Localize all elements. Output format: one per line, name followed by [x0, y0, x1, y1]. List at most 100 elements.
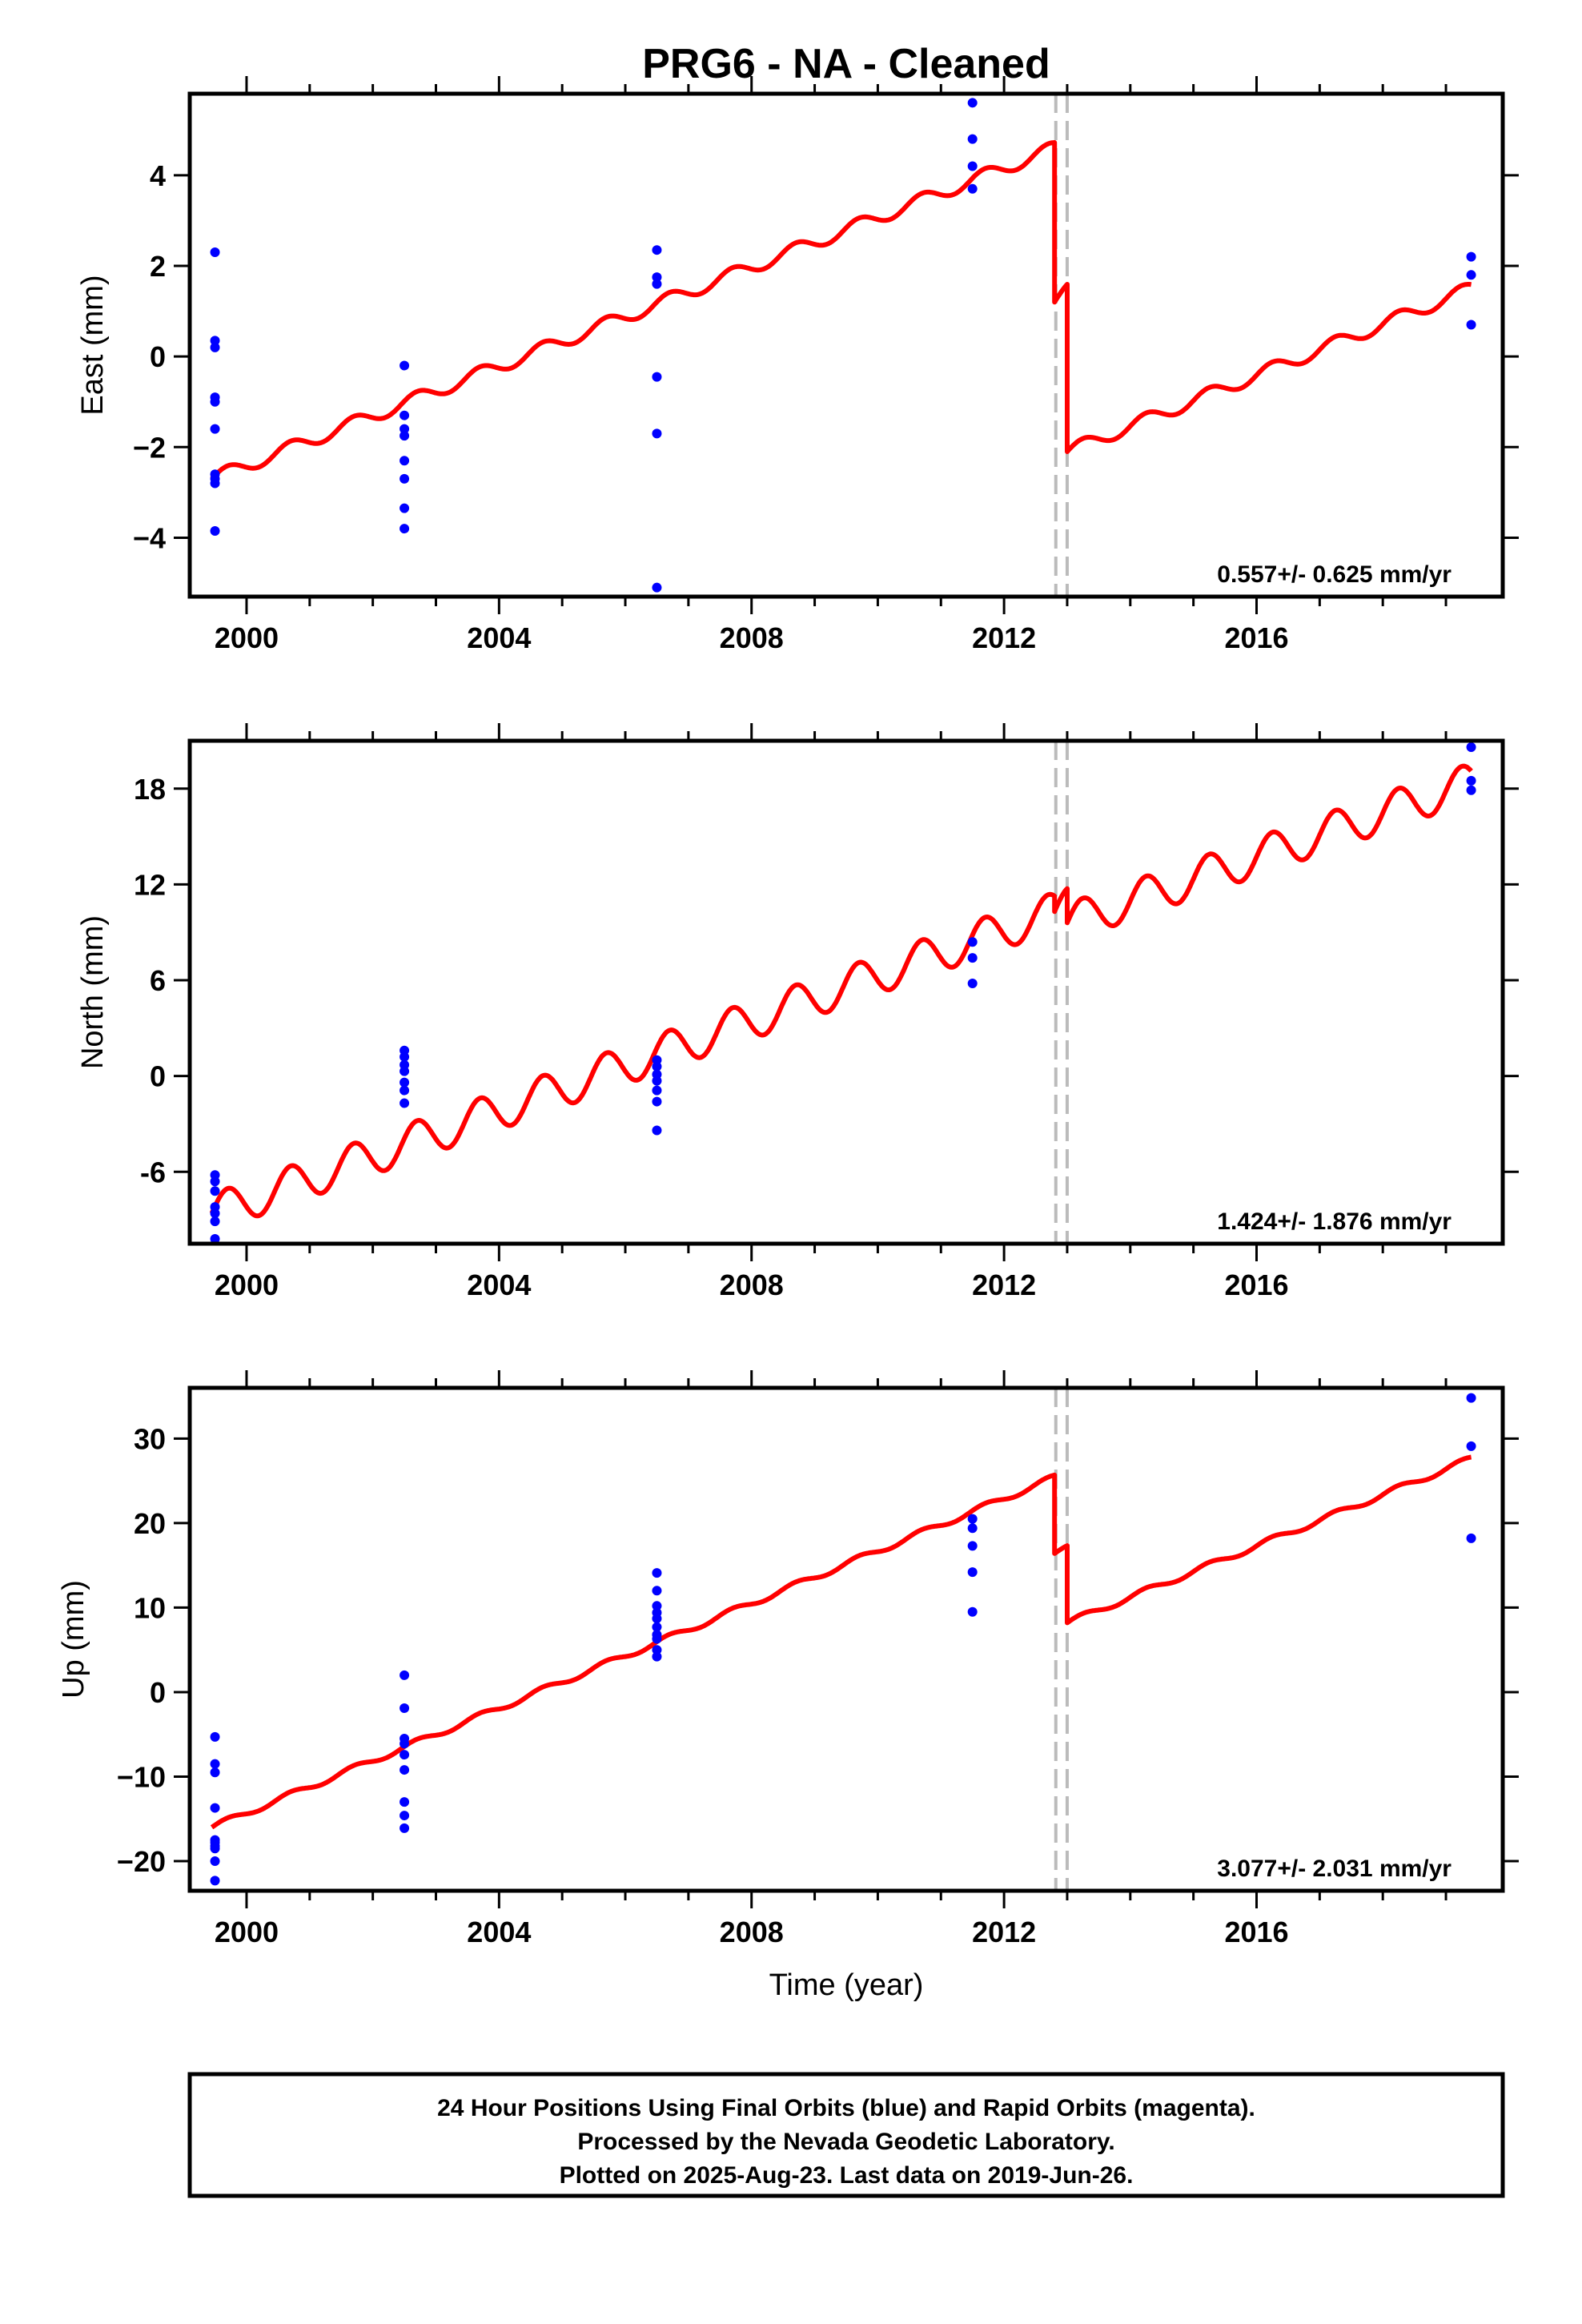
y-tick-label: 0: [150, 1676, 166, 1709]
observation-point: [652, 582, 662, 593]
y-tick-label: 12: [134, 868, 166, 901]
x-tick-label: 2008: [720, 1269, 784, 1301]
x-tick-label: 2000: [215, 621, 279, 654]
footer-line-1: 24 Hour Positions Using Final Orbits (bl…: [437, 2095, 1255, 2121]
observation-point: [210, 1216, 220, 1227]
observation-point: [210, 1731, 220, 1742]
observation-point: [967, 953, 978, 963]
x-tick-label: 2000: [215, 1269, 279, 1301]
observation-point: [652, 428, 662, 439]
observation-point: [210, 525, 220, 536]
panel-up: 2000 2004 2008 2012 2016 −20 −10 0 10 20 30 Up (mm)…: [57, 1370, 1519, 2002]
observation-point: [967, 1514, 978, 1524]
observation-point: [652, 1634, 662, 1644]
observation-point: [400, 473, 410, 484]
y-tick-label: 0: [150, 1060, 166, 1093]
observation-point: [400, 424, 410, 434]
observation-point: [967, 161, 978, 171]
y-tick-label: 4: [150, 159, 166, 192]
plot-frame: [187, 91, 1505, 599]
observation-point: [967, 937, 978, 947]
observation-point: [210, 336, 220, 346]
observation-point: [652, 1645, 662, 1655]
observation-point: [400, 410, 410, 420]
footer-frame: [187, 2072, 1505, 2198]
y-tick-label: -6: [140, 1156, 166, 1188]
y-tick-label: −2: [133, 431, 166, 464]
model-line: [209, 763, 1473, 1219]
observation-point: [210, 396, 220, 407]
y-tick-label: 18: [134, 773, 166, 806]
observation-point: [400, 1703, 410, 1714]
observation-point: [210, 342, 220, 352]
y-tick-label: 20: [134, 1507, 166, 1540]
observation-point: [400, 1750, 410, 1760]
observation-point: [652, 1586, 662, 1596]
observation-point: [210, 247, 220, 258]
observation-point: [400, 431, 410, 441]
observation-point: [1466, 1393, 1476, 1403]
observation-point: [652, 1568, 662, 1578]
observation-point: [400, 1797, 410, 1807]
observation-point: [967, 98, 978, 108]
observation-point: [1466, 251, 1476, 262]
plot-area: [210, 94, 1473, 597]
observation-point: [967, 1523, 978, 1534]
x-tick-label: 2004: [467, 1916, 531, 1948]
observation-point: [400, 1051, 410, 1062]
observation-point: [1466, 320, 1476, 330]
y-tick-label: −4: [133, 521, 166, 554]
observation-point: [652, 1076, 662, 1086]
observation-point: [967, 979, 978, 989]
observation-point: [400, 1085, 410, 1096]
x-tick-label: 2016: [1224, 1269, 1288, 1301]
observation-point: [1466, 785, 1476, 795]
observation-point: [400, 456, 410, 466]
observation-point: [652, 1651, 662, 1662]
observation-point: [400, 1077, 410, 1088]
observation-point: [967, 134, 978, 144]
observation-point: [967, 1541, 978, 1551]
observation-point: [400, 1066, 410, 1076]
observation-point: [652, 1622, 662, 1632]
y-tick-label: 10: [134, 1591, 166, 1624]
observation-point: [652, 279, 662, 289]
y-tick-label: −10: [117, 1761, 166, 1794]
panel-north: 2000 2004 2008 2012 2016 -6 0 6 12 18 North (mm) 1.…: [76, 723, 1519, 1301]
observation-point: [652, 1096, 662, 1107]
observation-point: [652, 245, 662, 255]
observation-point: [967, 183, 978, 194]
observation-point: [210, 1176, 220, 1187]
observation-point: [210, 1759, 220, 1769]
panel-east: 2000 2004 2008 2012 2016 −4 −2 0 2 4 East (mm) 0.55…: [76, 76, 1519, 654]
observation-point: [1466, 775, 1476, 786]
observation-point: [400, 1670, 410, 1680]
x-tick-label: 2000: [215, 1916, 279, 1948]
observation-point: [400, 1765, 410, 1775]
observation-point: [210, 1186, 220, 1196]
observation-point: [400, 503, 410, 513]
observation-point: [652, 1125, 662, 1136]
model-line: [210, 140, 1473, 480]
observation-point: [1466, 270, 1476, 280]
y-tick-label: 6: [150, 964, 166, 997]
model-line: [210, 1454, 1473, 1830]
rate-label: 1.424+/- 1.876 mm/yr: [1217, 1208, 1452, 1235]
observation-point: [400, 1811, 410, 1821]
observation-point: [1466, 1441, 1476, 1451]
observation-point: [210, 1876, 220, 1886]
observation-point: [967, 1567, 978, 1578]
observation-point: [967, 1606, 978, 1617]
observation-point: [1466, 1533, 1476, 1543]
chart-title: PRG6 - NA - Cleaned: [642, 41, 1050, 87]
x-tick-label: 2008: [720, 621, 784, 654]
observation-point: [210, 1234, 220, 1244]
x-tick-label: 2012: [972, 1269, 1036, 1301]
x-tick-label: 2008: [720, 1916, 784, 1948]
y-axis-label: East (mm): [76, 275, 110, 415]
plot-frame: [187, 738, 1505, 1246]
observation-point: [652, 1601, 662, 1611]
x-tick-label: 2016: [1224, 1916, 1288, 1948]
observation-point: [400, 1739, 410, 1749]
